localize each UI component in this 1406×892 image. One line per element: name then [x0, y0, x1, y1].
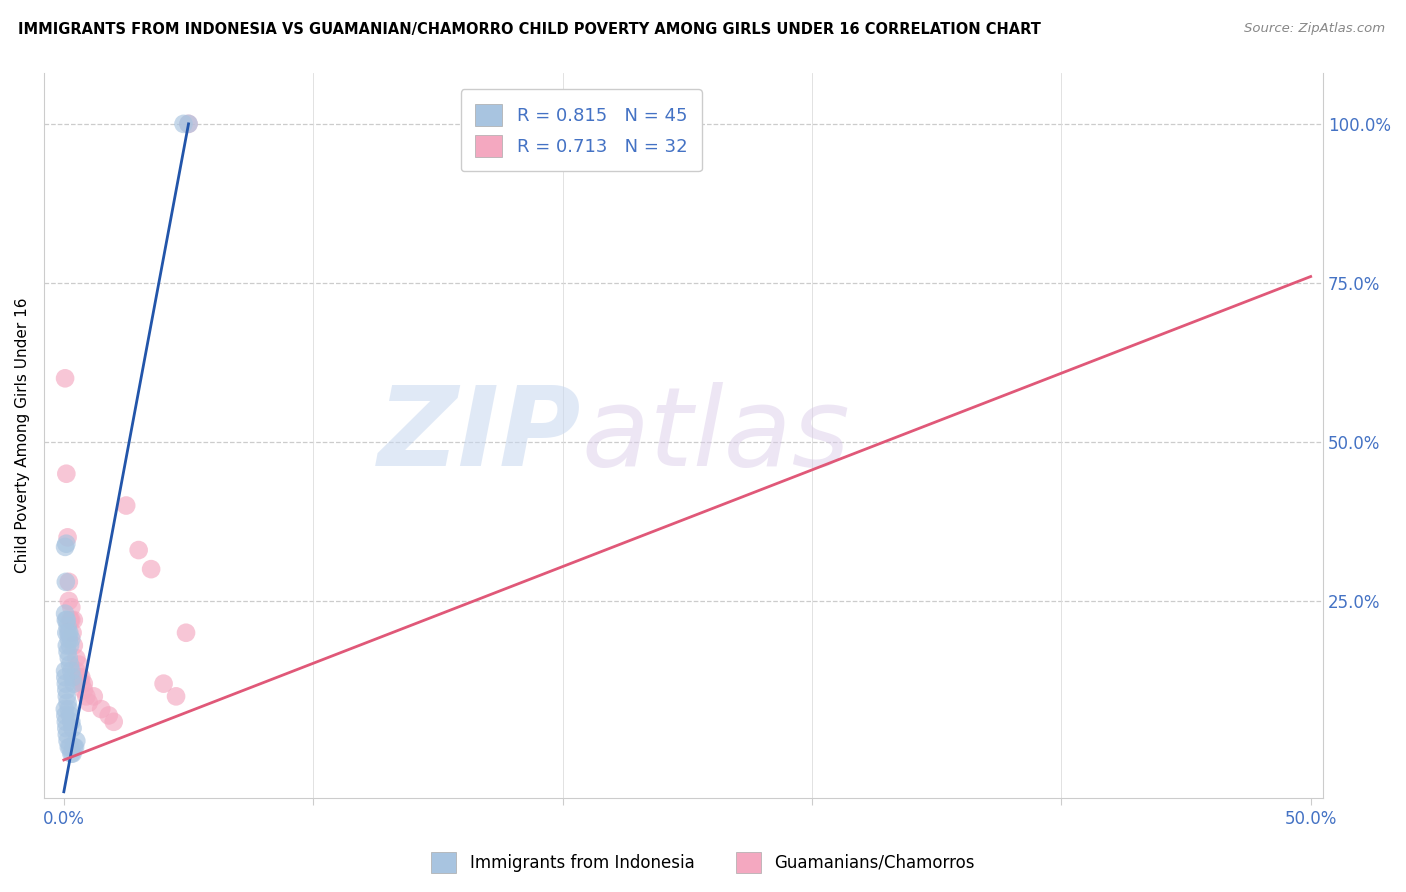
- Point: [55, 467, 77, 481]
- Text: IMMIGRANTS FROM INDONESIA VS GUAMANIAN/CHAMORRO CHILD POVERTY AMONG GIRLS UNDER : IMMIGRANTS FROM INDONESIA VS GUAMANIAN/C…: [18, 22, 1042, 37]
- Point: [55, 574, 77, 589]
- Point: [63, 740, 86, 755]
- Point: [56, 734, 79, 748]
- Point: [115, 499, 138, 513]
- Point: [59, 613, 82, 627]
- Point: [62, 670, 84, 684]
- Point: [152, 676, 174, 690]
- Point: [56, 613, 79, 627]
- Point: [139, 562, 162, 576]
- Point: [59, 657, 82, 672]
- Point: [56, 619, 79, 633]
- Point: [73, 683, 96, 698]
- Legend: Immigrants from Indonesia, Guamanians/Chamorros: Immigrants from Indonesia, Guamanians/Ch…: [425, 846, 981, 880]
- Point: [56, 696, 79, 710]
- Point: [58, 574, 80, 589]
- Point: [60, 664, 83, 678]
- Point: [59, 708, 82, 723]
- Point: [83, 690, 105, 704]
- Point: [65, 734, 87, 748]
- Point: [60, 613, 83, 627]
- Point: [56, 645, 79, 659]
- Point: [53, 702, 76, 716]
- Point: [62, 676, 84, 690]
- Point: [65, 664, 87, 678]
- Point: [62, 639, 84, 653]
- Point: [67, 657, 90, 672]
- Y-axis label: Child Poverty Among Girls Under 16: Child Poverty Among Girls Under 16: [15, 298, 30, 574]
- Point: [56, 690, 79, 704]
- Point: [177, 117, 200, 131]
- Text: Source: ZipAtlas.com: Source: ZipAtlas.com: [1244, 22, 1385, 36]
- Point: [62, 747, 84, 761]
- Point: [75, 690, 97, 704]
- Point: [77, 696, 100, 710]
- Point: [53, 708, 76, 723]
- Point: [56, 727, 79, 741]
- Point: [59, 740, 82, 755]
- Point: [53, 607, 76, 621]
- Point: [70, 670, 93, 684]
- Point: [174, 625, 197, 640]
- Point: [59, 639, 82, 653]
- Point: [53, 371, 76, 385]
- Point: [55, 613, 77, 627]
- Point: [60, 600, 83, 615]
- Text: ZIP: ZIP: [378, 382, 581, 489]
- Point: [53, 664, 76, 678]
- Point: [90, 702, 112, 716]
- Point: [103, 714, 125, 729]
- Point: [53, 670, 76, 684]
- Point: [58, 625, 80, 640]
- Text: atlas: atlas: [581, 382, 849, 489]
- Point: [56, 530, 79, 544]
- Point: [55, 625, 77, 640]
- Point: [73, 676, 96, 690]
- Point: [55, 537, 77, 551]
- Point: [55, 683, 77, 698]
- Point: [62, 613, 84, 627]
- Legend: R = 0.815   N = 45, R = 0.713   N = 32: R = 0.815 N = 45, R = 0.713 N = 32: [461, 89, 702, 171]
- Point: [70, 676, 93, 690]
- Point: [62, 740, 84, 755]
- Point: [56, 639, 79, 653]
- Point: [55, 676, 77, 690]
- Point: [65, 651, 87, 665]
- Point: [55, 721, 77, 735]
- Point: [67, 670, 90, 684]
- Point: [58, 702, 80, 716]
- Point: [60, 632, 83, 646]
- Point: [58, 651, 80, 665]
- Point: [58, 632, 80, 646]
- Point: [55, 714, 77, 729]
- Point: [62, 721, 84, 735]
- Point: [58, 625, 80, 640]
- Point: [173, 117, 195, 131]
- Point: [53, 540, 76, 554]
- Point: [58, 740, 80, 755]
- Point: [60, 714, 83, 729]
- Point: [165, 690, 187, 704]
- Point: [128, 543, 150, 558]
- Point: [97, 708, 120, 723]
- Point: [58, 594, 80, 608]
- Point: [60, 747, 83, 761]
- Point: [62, 625, 84, 640]
- Point: [177, 117, 200, 131]
